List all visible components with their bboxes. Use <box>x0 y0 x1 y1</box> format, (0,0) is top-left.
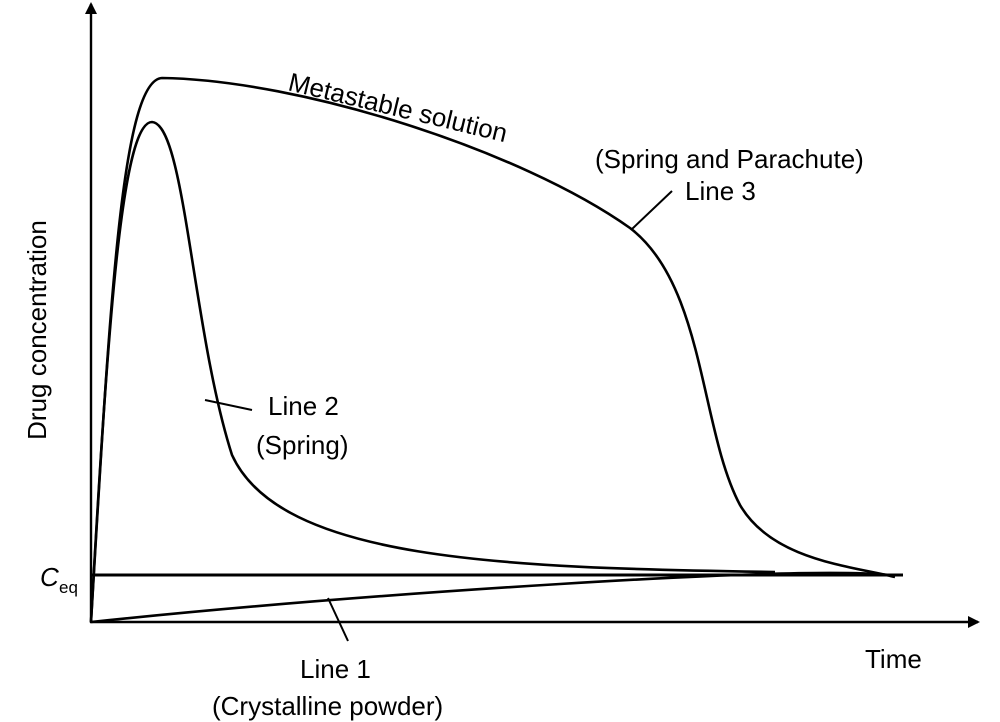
y-axis-label: Drug concentration <box>22 220 52 440</box>
line-1-label: Line 1 <box>300 654 371 684</box>
line-3-label: Line 3 <box>685 176 756 206</box>
line-1-desc: (Crystalline powder) <box>212 691 443 721</box>
line-2-label: Line 2 <box>268 391 339 421</box>
line-3-desc: (Spring and Parachute) <box>595 144 864 174</box>
ceq-main: C <box>40 562 59 592</box>
line-1-curve <box>90 571 891 624</box>
line-3-leader <box>631 190 673 230</box>
line-3-curve <box>89 76 896 623</box>
ceq-subscript: eq <box>59 578 78 597</box>
metastable-label: Metastable solution <box>286 67 511 148</box>
ceq-label: C <box>40 562 59 592</box>
line-1-leader <box>327 597 349 642</box>
line-2-curve <box>89 120 776 623</box>
line-2-leader <box>204 399 253 411</box>
line-2-desc: (Spring) <box>256 430 348 460</box>
x-axis-label: Time <box>865 644 922 674</box>
